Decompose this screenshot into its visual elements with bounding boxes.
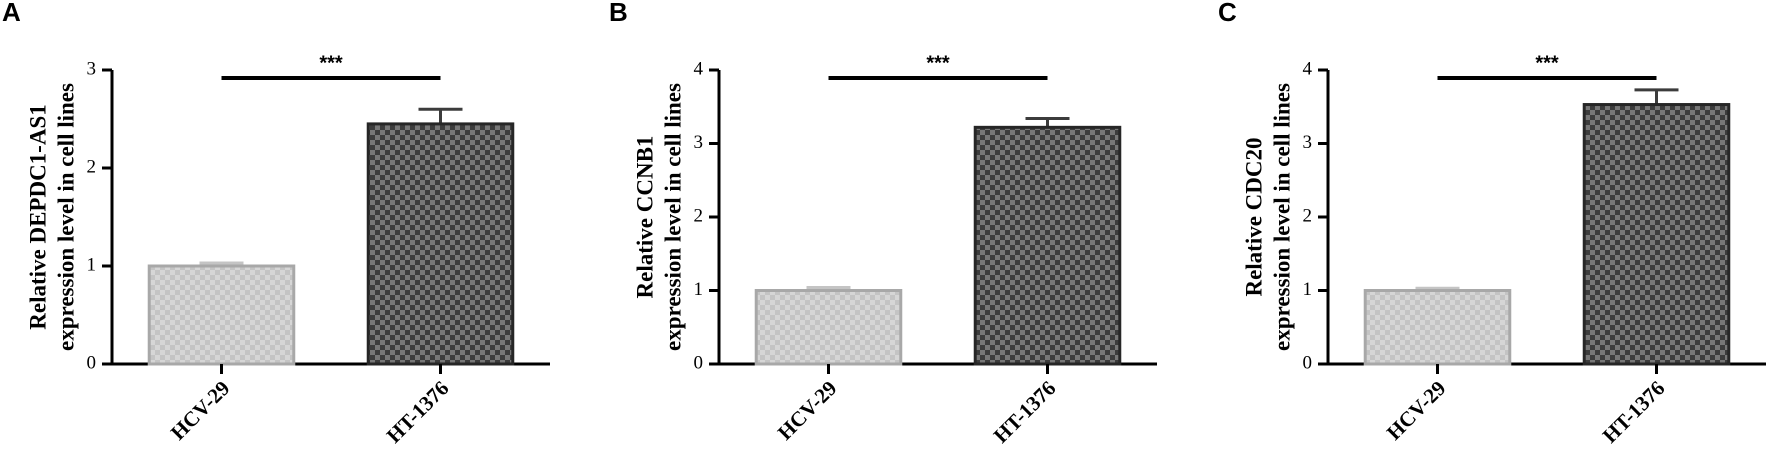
x-tick-label: HT-1376: [1598, 376, 1670, 448]
bar: [147, 264, 296, 366]
x-tick-label: HCV-29: [1382, 376, 1451, 445]
y-tick-label: 1: [87, 254, 97, 275]
bar: [1582, 103, 1731, 366]
y-tick-label: 3: [87, 58, 97, 79]
y-tick-label: 1: [694, 279, 704, 300]
y-tick-label: 0: [87, 352, 97, 373]
bar: [973, 125, 1122, 366]
y-axis-label: Relative CDC20: [1241, 137, 1266, 296]
x-tick-label: HT-1376: [989, 376, 1061, 448]
y-tick-label: 4: [1303, 58, 1313, 79]
y-tick-label: 2: [694, 205, 704, 226]
significance-label: ***: [319, 52, 343, 74]
significance-label: ***: [926, 52, 950, 74]
bar: [754, 289, 903, 366]
x-tick-label: HCV-29: [166, 376, 235, 445]
y-axis-label: expression level in cell lines: [53, 83, 78, 351]
y-axis-label: Relative DEPDC1-AS1: [25, 104, 50, 330]
y-tick-label: 3: [694, 132, 704, 153]
y-axis-label: expression level in cell lines: [1269, 83, 1294, 351]
y-axis-label: expression level in cell lines: [660, 83, 685, 351]
y-tick-label: 3: [1303, 132, 1313, 153]
panel-label: B: [609, 0, 628, 27]
y-tick-label: 0: [694, 352, 704, 373]
y-tick-label: 0: [1303, 352, 1313, 373]
y-tick-label: 2: [1303, 205, 1313, 226]
bar: [1363, 289, 1512, 366]
panel-label: C: [1218, 0, 1237, 27]
x-tick-label: HCV-29: [773, 376, 842, 445]
significance-label: ***: [1535, 52, 1559, 74]
y-axis-label: Relative CCNB1: [632, 136, 657, 299]
x-tick-label: HT-1376: [382, 376, 454, 448]
y-tick-label: 4: [694, 58, 704, 79]
y-tick-label: 2: [87, 156, 97, 177]
panel-label: A: [2, 0, 21, 27]
bar: [366, 122, 515, 366]
y-tick-label: 1: [1303, 279, 1313, 300]
